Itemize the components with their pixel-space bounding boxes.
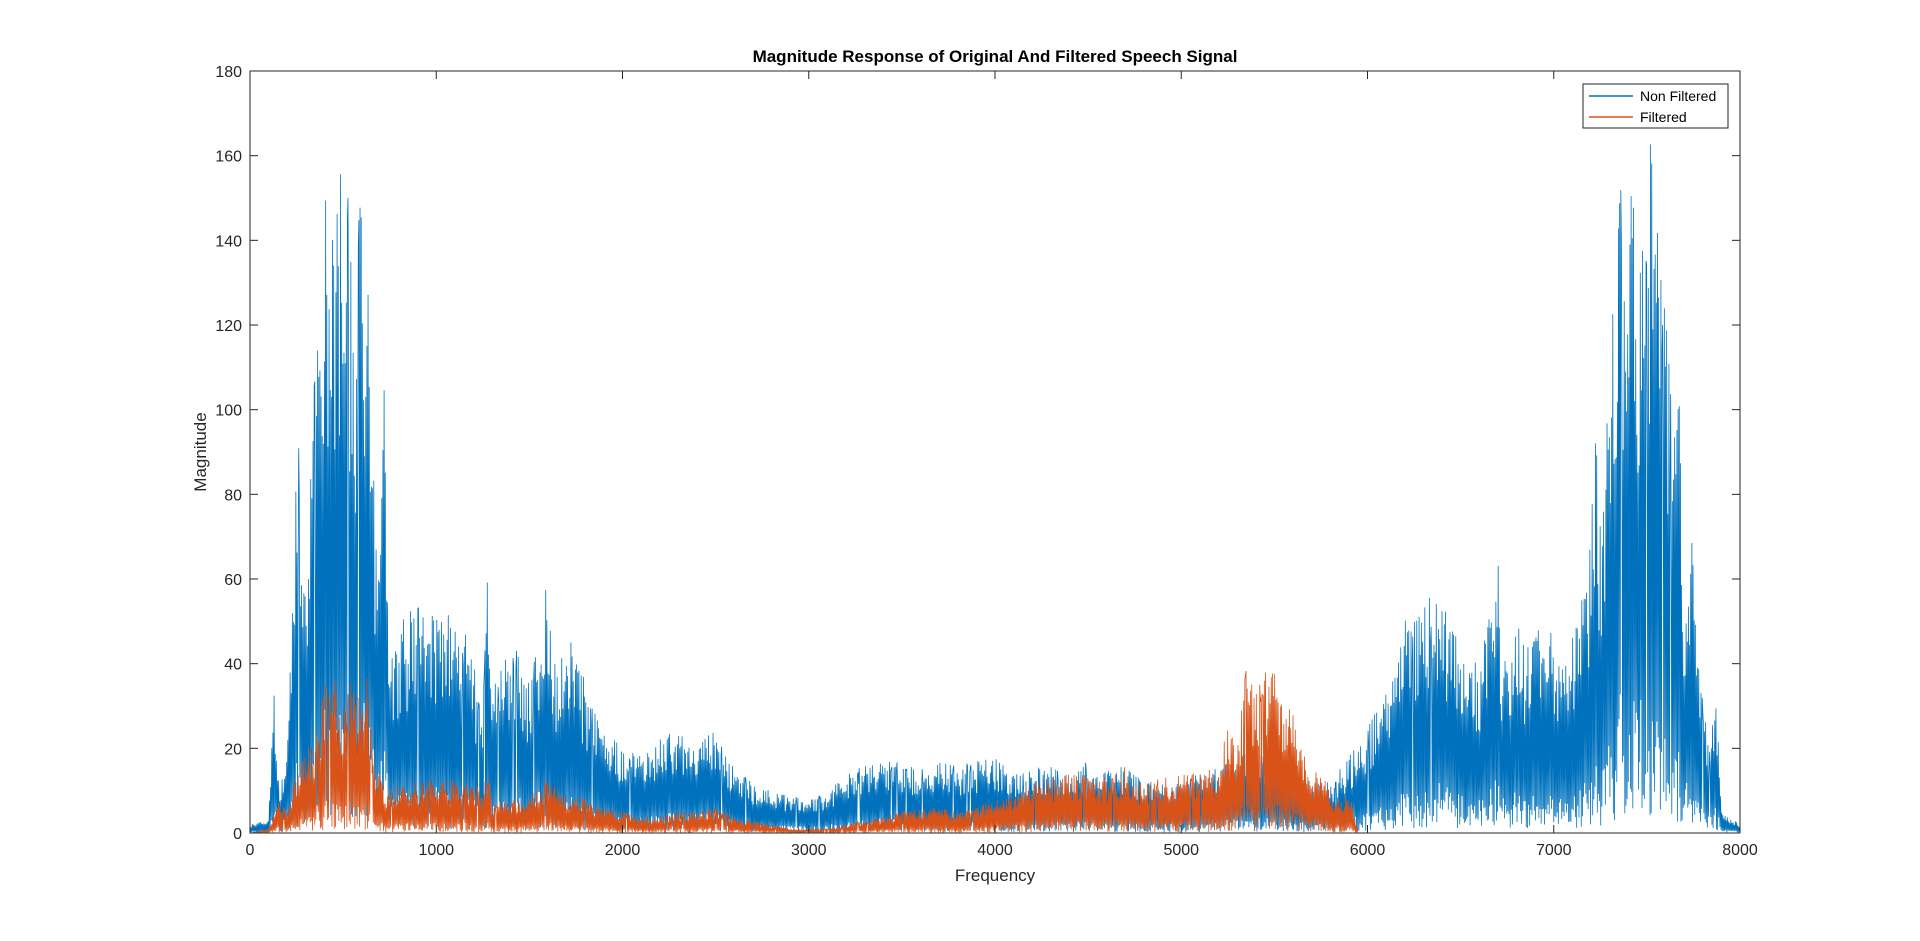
y-tick-label: 80 xyxy=(224,487,242,504)
y-tick-label: 20 xyxy=(224,741,242,758)
x-tick-label: 6000 xyxy=(1350,842,1386,859)
legend: Non Filtered Filtered xyxy=(1582,83,1729,129)
x-tick-label: 0 xyxy=(246,842,255,859)
x-tick-label: 3000 xyxy=(791,842,827,859)
y-tick-label: 60 xyxy=(224,572,242,589)
legend-box xyxy=(1582,83,1729,129)
x-tick-label: 8000 xyxy=(1722,842,1758,859)
legend-label-filtered: Filtered xyxy=(1640,109,1687,125)
x-tick-label: 2000 xyxy=(605,842,641,859)
x-tick-label: 5000 xyxy=(1163,842,1199,859)
x-tick-label: 1000 xyxy=(418,842,454,859)
ticks-group: 0 1000 2000 3000 4000 5000 6000 7000 8000 0 20 40 60… xyxy=(215,64,1758,859)
chart-title: Magnitude Response of Original And Filte… xyxy=(753,47,1238,66)
y-axis-label: Magnitude xyxy=(191,412,210,491)
x-tick-label: 4000 xyxy=(977,842,1013,859)
x-axis-label: Frequency xyxy=(955,866,1036,885)
y-tick-label: 120 xyxy=(215,318,242,335)
y-tick-label: 100 xyxy=(215,403,242,420)
y-tick-label: 180 xyxy=(215,64,242,81)
series-line-non-filtered xyxy=(249,144,1741,834)
y-tick-label: 140 xyxy=(215,233,242,250)
y-tick-label: 160 xyxy=(215,149,242,166)
x-tick-label: 7000 xyxy=(1536,842,1572,859)
y-tick-label: 40 xyxy=(224,657,242,674)
y-tick-label: 0 xyxy=(233,826,242,843)
legend-label-non-filtered: Non Filtered xyxy=(1640,88,1716,104)
